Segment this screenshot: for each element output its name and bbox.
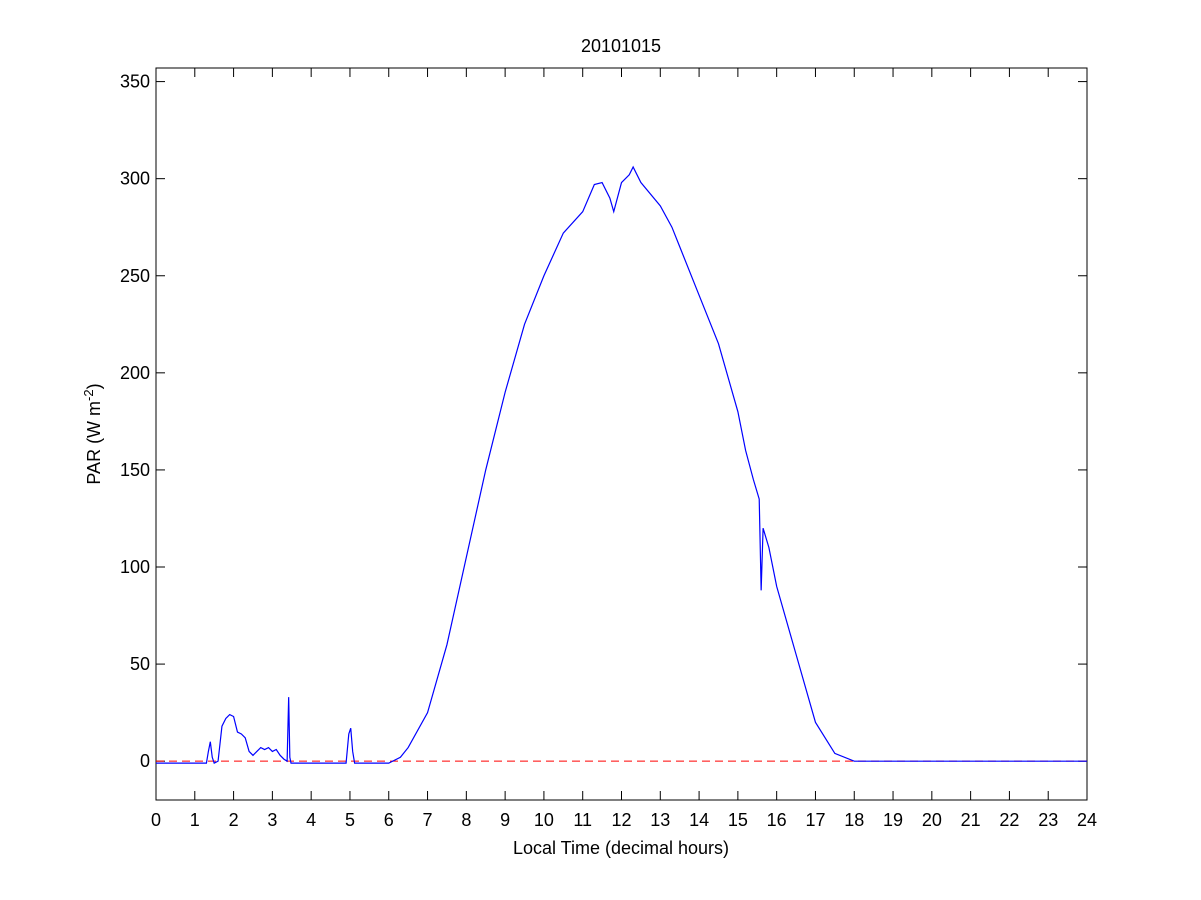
x-tick-label: 23 bbox=[1038, 810, 1058, 830]
x-tick-label: 5 bbox=[345, 810, 355, 830]
x-tick-label: 2 bbox=[229, 810, 239, 830]
chart-title: 20101015 bbox=[581, 36, 661, 56]
x-tick-label: 16 bbox=[767, 810, 787, 830]
y-tick-label: 200 bbox=[120, 363, 150, 383]
y-tick-label: 0 bbox=[140, 751, 150, 771]
x-axis-label: Local Time (decimal hours) bbox=[513, 838, 729, 858]
x-tick-label: 13 bbox=[650, 810, 670, 830]
x-tick-label: 7 bbox=[423, 810, 433, 830]
x-tick-label: 21 bbox=[961, 810, 981, 830]
y-tick-label: 150 bbox=[120, 460, 150, 480]
x-tick-label: 6 bbox=[384, 810, 394, 830]
x-tick-label: 20 bbox=[922, 810, 942, 830]
x-tick-label: 11 bbox=[573, 810, 592, 830]
x-tick-label: 15 bbox=[728, 810, 748, 830]
plot-area bbox=[155, 67, 1088, 801]
y-tick-label: 350 bbox=[120, 72, 150, 92]
x-tick-label: 18 bbox=[844, 810, 864, 830]
x-tick-label: 4 bbox=[306, 810, 316, 830]
data-line bbox=[156, 165, 1087, 764]
x-tick-label: 8 bbox=[461, 810, 471, 830]
x-tick-label: 3 bbox=[267, 810, 277, 830]
x-tick-label: 19 bbox=[883, 810, 903, 830]
y-axis-label-text: PAR (W m bbox=[84, 401, 104, 485]
x-tick-label: 1 bbox=[190, 810, 200, 830]
y-axis-label-sup: -2 bbox=[81, 389, 96, 401]
x-tick-label: 9 bbox=[500, 810, 510, 830]
x-tick-label: 0 bbox=[151, 810, 161, 830]
x-tick-label: 24 bbox=[1077, 810, 1097, 830]
x-tick-label: 14 bbox=[689, 810, 709, 830]
y-axis-label-end: ) bbox=[84, 383, 104, 389]
y-tick-label: 50 bbox=[130, 654, 150, 674]
x-tick-label: 17 bbox=[805, 810, 825, 830]
x-tick-label: 10 bbox=[534, 810, 554, 830]
y-axis-label: PAR (W m-2) bbox=[81, 383, 105, 484]
x-tick-label: 12 bbox=[611, 810, 631, 830]
y-tick-label: 100 bbox=[120, 557, 150, 577]
x-tick-label: 22 bbox=[999, 810, 1019, 830]
y-tick-label: 250 bbox=[120, 266, 150, 286]
y-tick-label: 300 bbox=[120, 169, 150, 189]
